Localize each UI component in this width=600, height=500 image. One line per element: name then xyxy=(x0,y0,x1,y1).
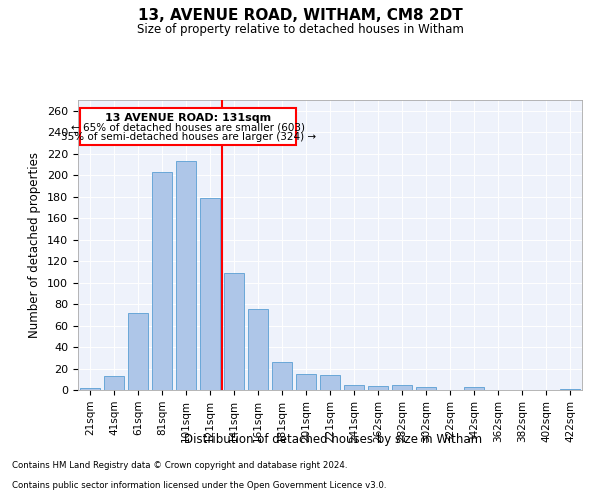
Bar xyxy=(392,384,412,390)
Bar xyxy=(272,362,292,390)
Text: Distribution of detached houses by size in Witham: Distribution of detached houses by size … xyxy=(184,432,482,446)
Bar xyxy=(464,387,484,390)
Bar xyxy=(104,376,124,390)
Y-axis label: Number of detached properties: Number of detached properties xyxy=(28,152,41,338)
Text: 13, AVENUE ROAD, WITHAM, CM8 2DT: 13, AVENUE ROAD, WITHAM, CM8 2DT xyxy=(137,8,463,22)
Bar xyxy=(224,273,244,390)
Bar xyxy=(152,172,172,390)
Text: Size of property relative to detached houses in Witham: Size of property relative to detached ho… xyxy=(137,22,463,36)
Bar xyxy=(80,388,100,390)
Bar xyxy=(200,198,220,390)
Bar xyxy=(416,387,436,390)
Bar xyxy=(320,375,340,390)
Text: Contains HM Land Registry data © Crown copyright and database right 2024.: Contains HM Land Registry data © Crown c… xyxy=(12,461,347,470)
Text: 35% of semi-detached houses are larger (324) →: 35% of semi-detached houses are larger (… xyxy=(61,132,316,142)
Bar xyxy=(176,161,196,390)
FancyBboxPatch shape xyxy=(80,108,296,145)
Text: ← 65% of detached houses are smaller (603): ← 65% of detached houses are smaller (60… xyxy=(71,122,305,132)
Bar xyxy=(368,386,388,390)
Bar xyxy=(296,374,316,390)
Text: Contains public sector information licensed under the Open Government Licence v3: Contains public sector information licen… xyxy=(12,481,386,490)
Bar xyxy=(248,310,268,390)
Bar xyxy=(344,384,364,390)
Bar xyxy=(128,312,148,390)
Text: 13 AVENUE ROAD: 131sqm: 13 AVENUE ROAD: 131sqm xyxy=(106,113,271,123)
Bar xyxy=(560,389,580,390)
